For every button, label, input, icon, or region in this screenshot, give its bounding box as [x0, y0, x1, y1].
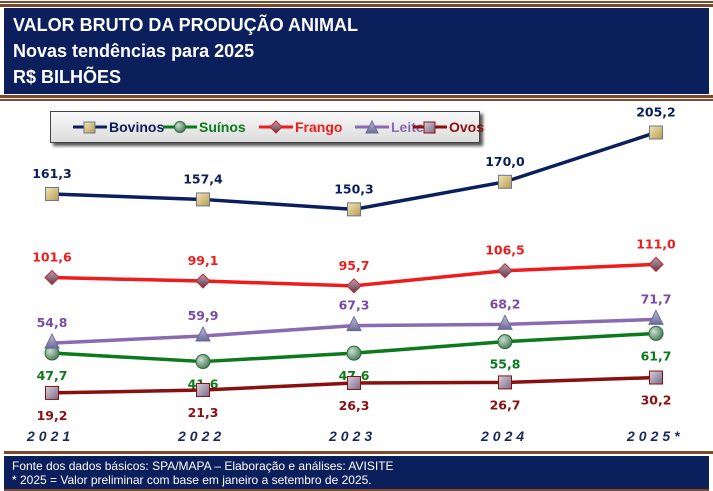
chart-footer: Fonte dos dados básicos: SPA/MAPA – Elab…	[4, 456, 709, 491]
chart-subtitle: Novas tendências para 2025	[13, 41, 255, 61]
data-point-bovinos	[498, 174, 512, 189]
data-label-bovinos: 170,0	[485, 154, 525, 169]
data-point-suinos	[497, 334, 513, 350]
data-point-bovinos	[196, 192, 210, 207]
data-label-frango: 95,7	[339, 258, 370, 273]
data-label-leite: 71,7	[641, 291, 672, 306]
data-label-frango: 106,5	[485, 243, 525, 258]
series-leite: 54,8 59,9 67,3 68,2 71,7	[37, 291, 672, 349]
data-point-ovos	[347, 375, 361, 390]
data-label-ovos: 26,3	[339, 398, 370, 413]
data-point-leite	[648, 309, 664, 325]
data-label-ovos: 26,7	[490, 397, 521, 412]
legend-item-bovinos: Bovinos	[73, 112, 164, 142]
chart-title: VALOR BRUTO DA PRODUÇÃO ANIMAL	[13, 15, 358, 35]
data-point-suinos	[195, 354, 211, 370]
data-point-frango	[346, 278, 362, 294]
header-border	[0, 94, 713, 102]
footer-border	[0, 451, 713, 458]
bovinos-square-marker-icon	[73, 121, 107, 134]
legend-item-leite: Leite	[355, 112, 424, 142]
source-note: Fonte dos dados básicos: SPA/MAPA – Elab…	[12, 459, 394, 473]
data-point-bovinos	[347, 202, 361, 217]
data-label-suinos: 55,8	[490, 357, 521, 372]
data-label-leite: 67,3	[339, 298, 370, 313]
chart-legend: Bovinos Suínos Frango Leite Ovos	[50, 111, 484, 143]
legend-item-frango: Frango	[259, 112, 342, 142]
suinos-circle-marker-icon	[163, 121, 197, 133]
data-point-leite	[497, 314, 513, 330]
data-label-frango: 111,0	[636, 236, 676, 251]
x-tick-label: 2022	[178, 428, 226, 444]
legend-item-ovos: Ovos	[413, 112, 484, 142]
footnote: * 2025 = Valor preliminar com base em ja…	[12, 473, 372, 487]
legend-label: Frango	[295, 119, 343, 135]
data-point-ovos	[45, 385, 59, 400]
legend-label: Ovos	[449, 119, 485, 135]
data-point-leite	[44, 332, 60, 349]
leite-triangle-marker-icon	[355, 120, 389, 134]
ovos-square-marker-icon	[413, 121, 447, 134]
x-tick-label: 2025*	[627, 428, 684, 444]
data-point-ovos	[649, 370, 663, 385]
data-point-suinos	[346, 345, 362, 361]
legend-label: Leite	[391, 119, 424, 135]
series-ovos: 19,2 21,3 26,3 26,7 30,2	[37, 370, 672, 423]
data-point-bovinos	[45, 186, 59, 201]
series-bovinos: 161,3 157,4 150,3 170,0 205,2	[32, 105, 676, 217]
data-point-frango	[648, 256, 664, 273]
data-label-frango: 101,6	[32, 250, 72, 265]
data-point-bovinos	[649, 125, 663, 140]
data-label-leite: 59,9	[188, 308, 219, 323]
data-label-bovinos: 157,4	[183, 171, 223, 186]
data-label-suinos: 61,7	[641, 348, 672, 363]
data-label-leite: 68,2	[490, 296, 521, 311]
data-label-leite: 54,8	[37, 315, 68, 330]
data-label-bovinos: 205,2	[636, 105, 676, 120]
x-tick-label: 2021	[27, 428, 75, 444]
legend-label: Suínos	[199, 119, 246, 135]
legend-item-suinos: Suínos	[163, 112, 246, 142]
data-label-bovinos: 150,3	[334, 181, 374, 196]
series-frango: 101,6 99,1 95,7 106,5 111,0	[32, 236, 676, 294]
data-point-ovos	[196, 382, 210, 397]
series-line-bovinos	[51, 130, 657, 212]
data-label-bovinos: 161,3	[32, 166, 72, 181]
data-label-ovos: 30,2	[641, 393, 672, 408]
data-point-frango	[497, 262, 513, 279]
x-tick-label: 2024	[481, 428, 529, 444]
data-point-ovos	[498, 375, 512, 390]
data-point-frango	[44, 269, 60, 286]
data-label-frango: 99,1	[188, 253, 219, 268]
data-point-leite	[346, 315, 362, 332]
data-label-ovos: 21,3	[188, 405, 219, 420]
data-label-ovos: 19,2	[37, 408, 68, 423]
data-point-frango	[195, 273, 211, 289]
chart-header: VALOR BRUTO DA PRODUÇÃO ANIMAL Novas ten…	[4, 8, 709, 94]
data-point-leite	[195, 325, 211, 342]
data-point-suinos	[648, 325, 664, 341]
chart-unit: R$ BILHÕES	[13, 67, 122, 87]
top-border	[0, 0, 713, 7]
frango-diamond-marker-icon	[259, 120, 293, 134]
x-tick-label: 2023	[329, 428, 377, 444]
legend-label: Bovinos	[109, 119, 165, 135]
data-label-suinos: 47,7	[37, 368, 68, 383]
data-label-suinos: 47,6	[339, 368, 370, 383]
